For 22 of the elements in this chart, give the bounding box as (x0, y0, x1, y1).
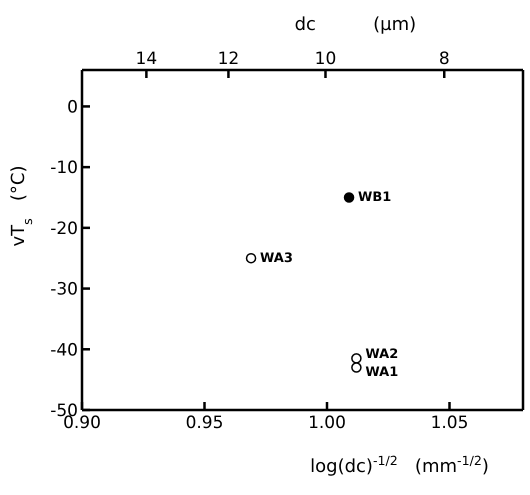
y-tick-label: -20 (50, 218, 78, 239)
x-tick-label: 1.00 (308, 413, 346, 434)
x2-tick-label: 12 (218, 49, 240, 69)
point (246, 252, 256, 264)
annotation: WA1 (365, 365, 398, 380)
y-tick-label: -40 (50, 340, 78, 360)
y-tick-label: -10 (50, 158, 78, 178)
y-tick-label: 0 (67, 97, 78, 118)
annotation: WB1 (358, 190, 392, 206)
x2-tick-label: 14 (136, 49, 158, 69)
x2-tick-label: 8 (438, 49, 450, 69)
x2-axis-title: dc (μm) (294, 14, 416, 35)
point (351, 353, 362, 364)
x-tick-label: 0.95 (186, 413, 224, 434)
annotation: WA3 (260, 250, 293, 266)
y-tick-label: -30 (50, 280, 78, 300)
x2-tick-label: 10 (314, 49, 336, 69)
point (344, 192, 354, 203)
point (351, 362, 362, 373)
text: log(dc)$^{-1/2}$ (mm$^{-1/2}$) (310, 452, 489, 477)
annotation: WA2 (365, 346, 398, 362)
x-tick-label: 1.05 (430, 413, 468, 434)
